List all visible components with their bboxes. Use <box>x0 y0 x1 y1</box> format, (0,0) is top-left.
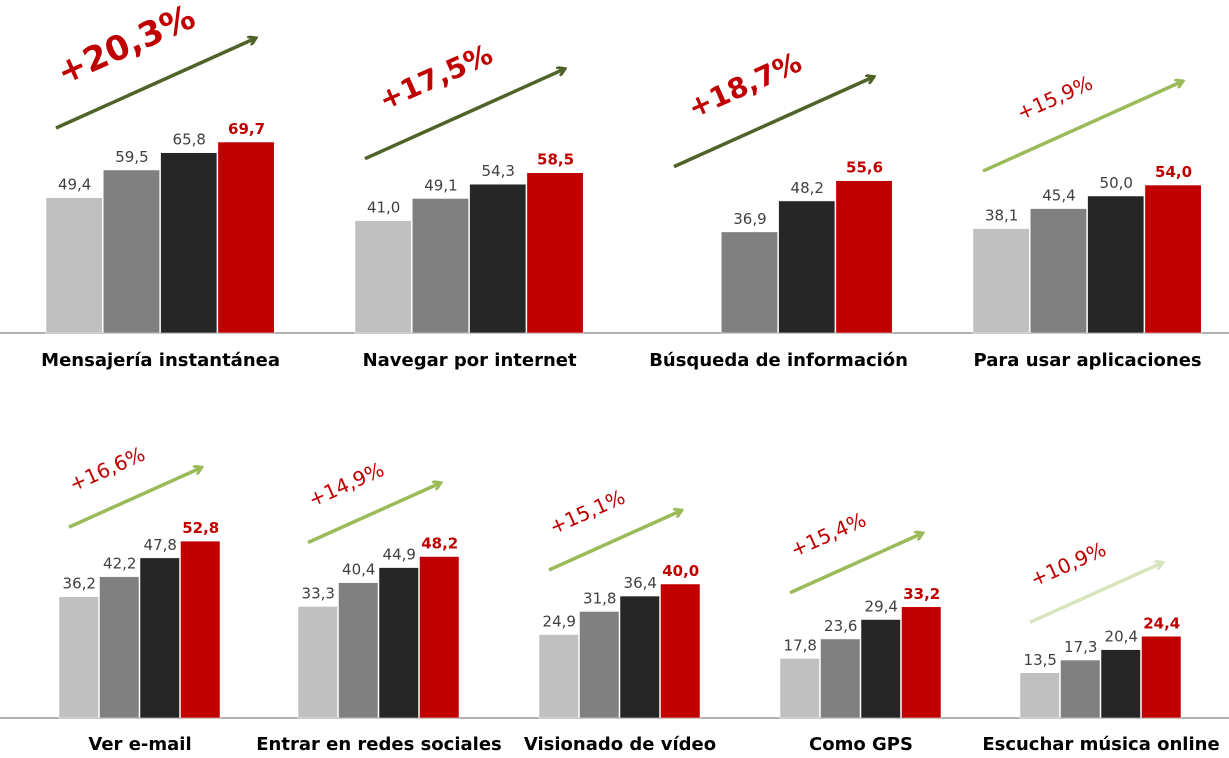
value-label: 49,4 <box>58 176 91 194</box>
growth-label: +18,7% <box>683 46 807 125</box>
bar <box>180 540 221 719</box>
bar <box>779 658 820 719</box>
bar <box>1030 208 1087 334</box>
growth-label: +15,9% <box>1013 71 1096 126</box>
bar <box>354 220 412 334</box>
category-label: Escuchar música online <box>982 734 1219 755</box>
value-label: 31,8 <box>583 589 616 607</box>
bar <box>1144 184 1202 334</box>
value-label: 36,9 <box>733 210 766 228</box>
growth-label: +15,1% <box>546 485 629 540</box>
value-label: 44,9 <box>383 546 416 564</box>
bar <box>338 582 379 719</box>
value-label: 55,6 <box>846 159 883 177</box>
growth-label: +10,9% <box>1027 537 1110 592</box>
trend-arrow <box>364 69 564 161</box>
category-label: Mensajería instantánea <box>41 350 280 371</box>
growth-label: +15,4% <box>787 507 870 562</box>
value-label: 69,7 <box>228 120 265 138</box>
value-label: 47,8 <box>144 536 177 554</box>
value-label: 36,2 <box>63 575 96 593</box>
bar <box>835 180 893 334</box>
growth-label: +17,5% <box>374 38 498 117</box>
bar <box>1019 672 1060 719</box>
bar <box>1087 195 1145 334</box>
value-label: 42,2 <box>103 555 136 573</box>
value-label: 54,0 <box>1155 163 1192 181</box>
value-label: 24,9 <box>543 613 576 631</box>
value-label: 48,2 <box>421 535 458 553</box>
category-label: Ver e-mail <box>88 734 191 755</box>
value-label: 45,4 <box>1042 187 1075 205</box>
trend-arrow <box>789 533 922 595</box>
bar <box>660 583 701 719</box>
value-label: 49,1 <box>424 176 457 194</box>
value-label: 23,6 <box>824 617 857 635</box>
bar <box>1100 649 1141 719</box>
bar <box>378 567 419 719</box>
trend-arrow <box>982 81 1182 173</box>
bar <box>860 619 901 719</box>
bar <box>412 198 469 334</box>
bar <box>99 576 140 719</box>
value-label: 38,1 <box>985 207 1018 225</box>
bar <box>160 152 218 334</box>
trend-arrow <box>673 77 873 169</box>
value-label: 20,4 <box>1105 628 1138 646</box>
value-label: 58,5 <box>537 151 574 169</box>
value-label: 50,0 <box>1100 174 1133 192</box>
trend-arrow <box>1029 563 1162 624</box>
value-label: 17,3 <box>1064 638 1097 656</box>
category-label: Navegar por internet <box>363 350 577 371</box>
growth-label: +14,9% <box>305 457 388 512</box>
value-label: 24,4 <box>1143 614 1180 632</box>
value-label: 65,8 <box>173 131 206 149</box>
bar <box>721 231 778 334</box>
bar <box>972 228 1030 334</box>
value-label: 41,0 <box>367 199 400 217</box>
bar <box>217 141 275 334</box>
value-label: 54,3 <box>482 162 515 180</box>
bar <box>139 557 180 719</box>
bar <box>619 595 660 719</box>
value-label: 36,4 <box>624 574 657 592</box>
bar <box>901 606 942 719</box>
bar <box>419 556 460 719</box>
category-label: Para usar aplicaciones <box>974 350 1202 371</box>
category-label: Visionado de vídeo <box>524 734 716 755</box>
value-label: 52,8 <box>182 519 219 537</box>
value-label: 13,5 <box>1024 651 1057 669</box>
value-label: 33,3 <box>302 584 335 602</box>
trend-arrow <box>55 38 255 130</box>
value-label: 29,4 <box>865 598 898 616</box>
growth-label: +20,3% <box>51 0 201 93</box>
bar <box>45 197 103 334</box>
bar <box>58 596 99 719</box>
bar <box>103 169 160 334</box>
bar <box>579 611 620 719</box>
bar <box>297 606 338 719</box>
trend-arrow <box>548 511 681 572</box>
value-label: 17,8 <box>784 636 817 654</box>
value-label: 40,4 <box>342 561 375 579</box>
category-label: Búsqueda de información <box>649 350 908 371</box>
value-label: 33,2 <box>903 585 940 603</box>
bar <box>1060 659 1101 719</box>
trend-arrow <box>68 468 201 529</box>
trend-arrow <box>307 483 440 545</box>
category-label: Entrar en redes sociales <box>256 734 502 755</box>
bar <box>538 634 579 719</box>
bar <box>469 183 527 334</box>
bar <box>820 638 861 719</box>
bar <box>526 172 584 334</box>
value-label: 48,2 <box>791 179 824 197</box>
bar <box>1141 636 1182 719</box>
value-label: 59,5 <box>115 148 148 166</box>
growth-label: +16,6% <box>66 442 149 497</box>
value-label: 40,0 <box>662 562 699 580</box>
category-label: Como GPS <box>809 734 913 755</box>
bar <box>778 200 836 334</box>
